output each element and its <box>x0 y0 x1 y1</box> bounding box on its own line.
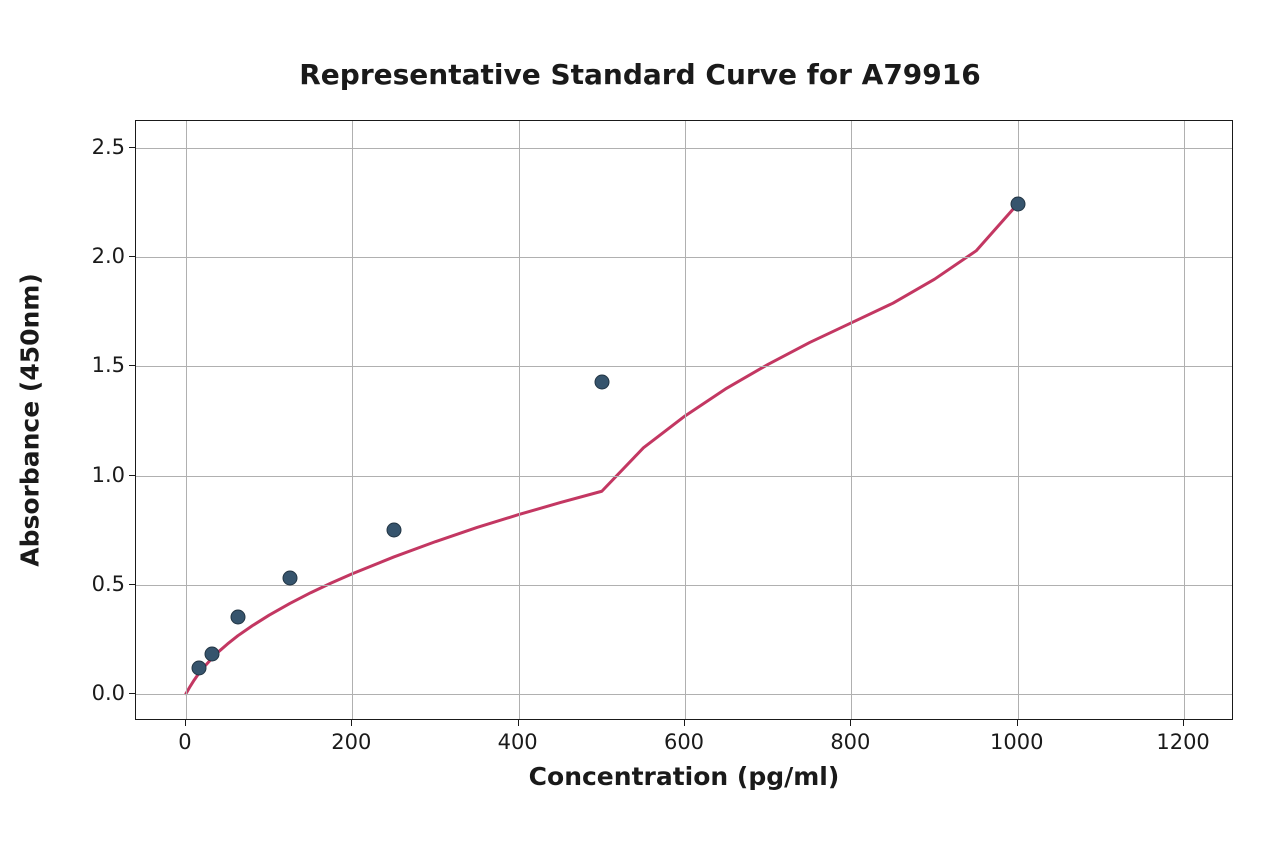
tick-mark-x <box>684 720 685 726</box>
y-axis-label: Absorbance (450nm) <box>16 273 45 567</box>
chart-title: Representative Standard Curve for A79916 <box>0 58 1280 91</box>
tick-mark-y <box>129 256 135 257</box>
gridline-horizontal <box>136 694 1232 695</box>
gridline-horizontal <box>136 366 1232 367</box>
gridline-vertical <box>352 121 353 719</box>
tick-label-y: 0.0 <box>85 681 125 705</box>
data-point <box>230 610 245 625</box>
gridline-vertical <box>685 121 686 719</box>
data-point <box>386 523 401 538</box>
gridline-vertical <box>186 121 187 719</box>
tick-mark-y <box>129 584 135 585</box>
data-point <box>204 647 219 662</box>
data-point <box>282 571 297 586</box>
tick-mark-x <box>518 720 519 726</box>
gridline-vertical <box>1184 121 1185 719</box>
tick-label-y: 2.5 <box>85 135 125 159</box>
gridline-horizontal <box>136 585 1232 586</box>
gridline-horizontal <box>136 148 1232 149</box>
data-point <box>191 660 206 675</box>
tick-label-y: 0.5 <box>85 572 125 596</box>
tick-label-x: 600 <box>664 730 704 754</box>
tick-label-y: 2.0 <box>85 244 125 268</box>
fit-curve-path <box>186 204 1018 694</box>
tick-label-x: 400 <box>498 730 538 754</box>
gridline-horizontal <box>136 476 1232 477</box>
tick-label-x: 1200 <box>1156 730 1209 754</box>
tick-mark-y <box>129 365 135 366</box>
tick-mark-x <box>351 720 352 726</box>
tick-mark-x <box>850 720 851 726</box>
tick-label-y: 1.5 <box>85 353 125 377</box>
tick-mark-x <box>1183 720 1184 726</box>
tick-mark-y <box>129 147 135 148</box>
tick-label-y: 1.0 <box>85 463 125 487</box>
tick-mark-x <box>1017 720 1018 726</box>
gridline-vertical <box>519 121 520 719</box>
plot-area <box>135 120 1233 720</box>
data-point <box>1010 196 1025 211</box>
tick-label-x: 0 <box>178 730 191 754</box>
gridline-horizontal <box>136 257 1232 258</box>
gridline-vertical <box>851 121 852 719</box>
figure: Representative Standard Curve for A79916… <box>0 0 1280 845</box>
data-point <box>594 374 609 389</box>
tick-label-x: 200 <box>331 730 371 754</box>
tick-label-x: 800 <box>830 730 870 754</box>
x-axis-label: Concentration (pg/ml) <box>135 762 1233 791</box>
tick-mark-x <box>185 720 186 726</box>
tick-mark-y <box>129 693 135 694</box>
tick-label-x: 1000 <box>990 730 1043 754</box>
tick-mark-y <box>129 475 135 476</box>
